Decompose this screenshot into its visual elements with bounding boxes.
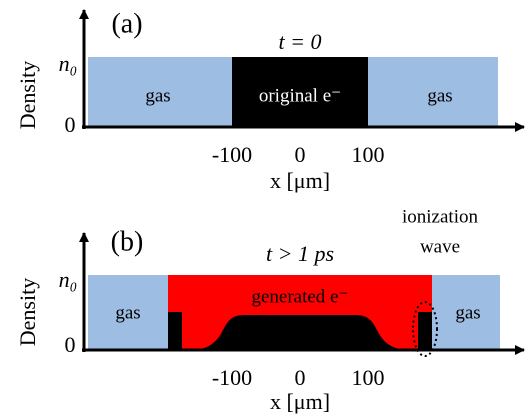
y-zero-label: 0: [65, 332, 76, 357]
region-label: gas: [115, 302, 140, 323]
x-tick-label: 0: [295, 365, 306, 390]
density-step: [168, 312, 182, 350]
density-step: [418, 312, 432, 350]
y-top-label: n₀: [59, 267, 78, 292]
y-top-label: n₀: [59, 51, 78, 76]
y-zero-label: 0: [65, 112, 76, 137]
region-label: gas: [427, 85, 452, 106]
x-axis-label: x [μm]: [270, 389, 330, 414]
gas-region: [432, 275, 500, 350]
wave-marker: [412, 301, 438, 357]
x-tick-label: 100: [352, 142, 385, 167]
panel-label: (b): [111, 226, 144, 257]
annotation: ionization: [402, 206, 478, 227]
region-label: original e⁻: [259, 85, 341, 106]
x-tick-label: -100: [212, 365, 252, 390]
gas-region: [368, 57, 498, 127]
region-label: generated e⁻: [251, 286, 348, 307]
time-label: t > 1 ps: [266, 241, 334, 266]
electron-region: [232, 57, 368, 127]
x-tick-label: 100: [352, 365, 385, 390]
x-axis-label: x [μm]: [270, 168, 330, 193]
time-label: t = 0: [279, 29, 322, 54]
x-tick-label: -100: [212, 142, 252, 167]
x-tick-label: 0: [295, 142, 306, 167]
panel-a: (a) t = 0 Density n₀ 0 gas original e⁻ g…: [15, 8, 525, 193]
panel-b: (b) t > 1 ps Density n₀ 0 gas generated …: [15, 206, 525, 414]
y-axis-label: Density: [15, 61, 40, 129]
region-label: gas: [455, 302, 480, 323]
region-label: gas: [145, 85, 170, 106]
annotation: wave: [420, 236, 460, 257]
density-profile: [190, 315, 410, 350]
gas-region: [88, 275, 168, 350]
panel-label: (a): [111, 8, 142, 39]
gas-region: [88, 57, 232, 127]
y-axis-label: Density: [15, 278, 40, 346]
